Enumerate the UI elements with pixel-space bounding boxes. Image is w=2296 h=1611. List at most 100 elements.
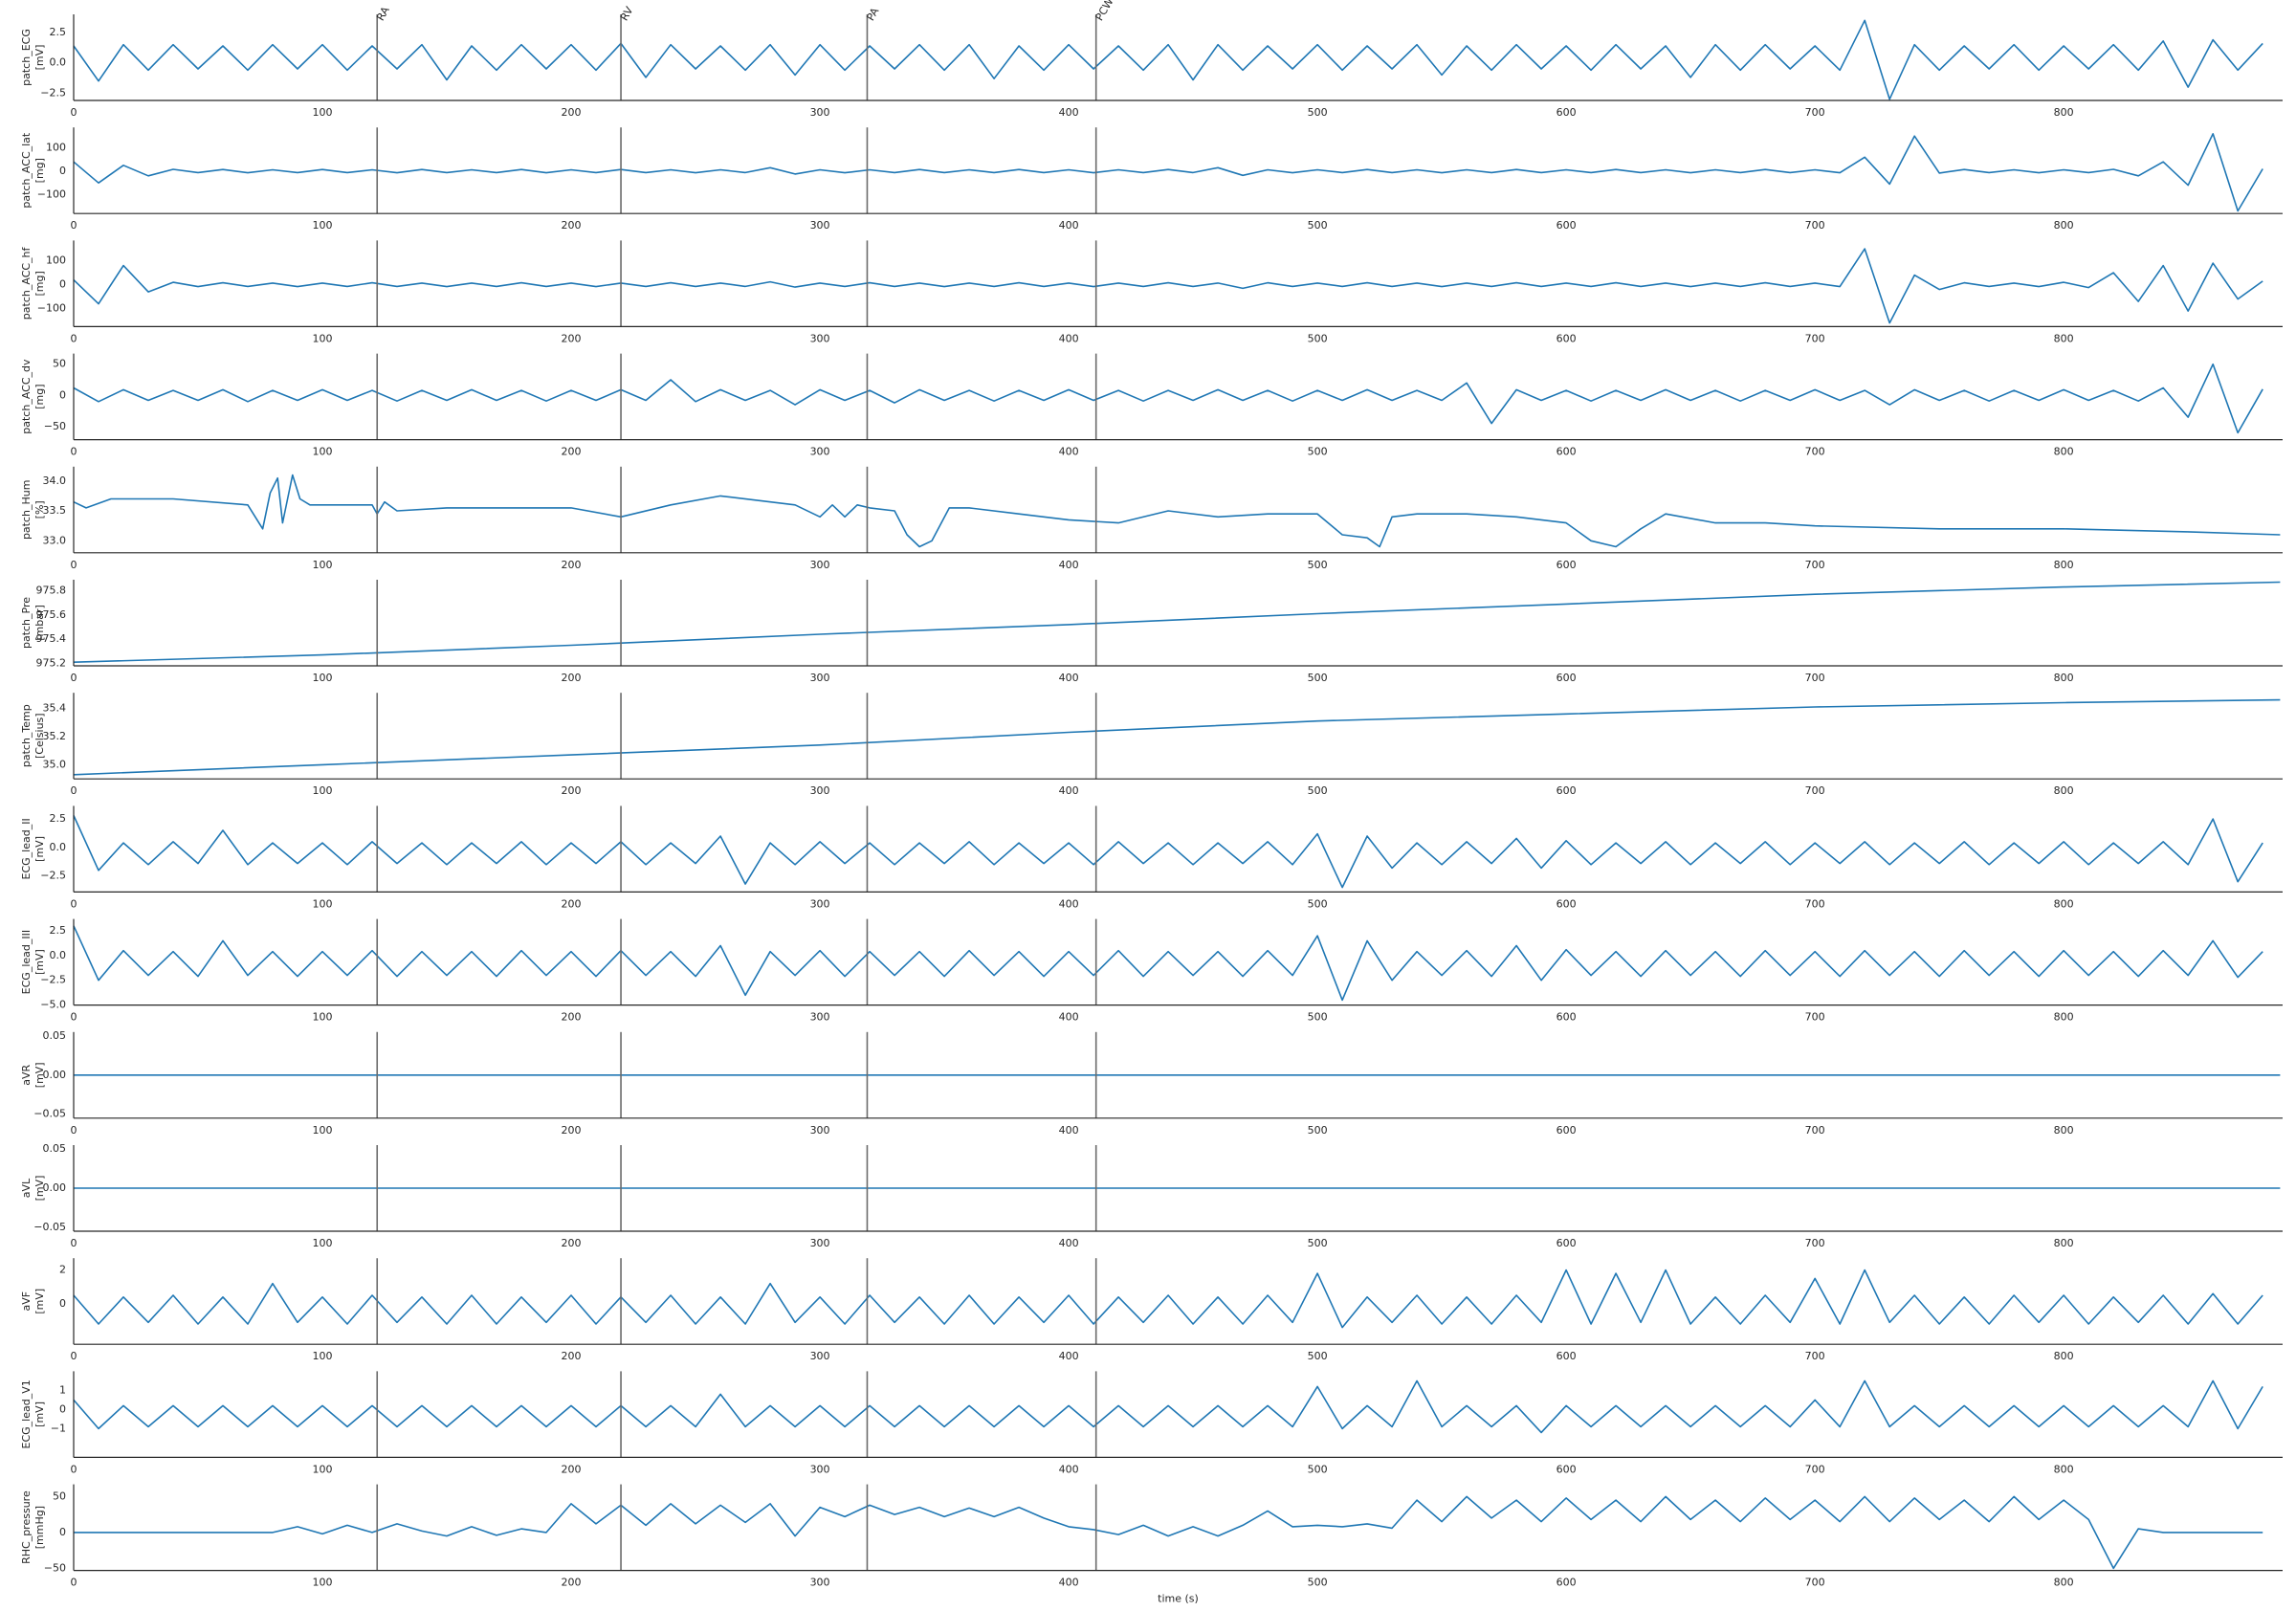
y-tick-label: −2.5 xyxy=(40,86,66,99)
x-tick-label: 200 xyxy=(562,1237,582,1249)
y-axis-label: [mV] xyxy=(33,836,46,862)
y-tick-label: −1 xyxy=(51,1422,66,1434)
x-tick-label: 300 xyxy=(810,106,830,119)
x-tick-label: 300 xyxy=(810,897,830,910)
x-tick-label: 500 xyxy=(1308,332,1328,344)
x-tick-label: 200 xyxy=(562,1463,582,1475)
y-axis-label: [mg] xyxy=(33,158,46,183)
signal-line xyxy=(73,815,2263,889)
y-tick-label: −50 xyxy=(44,420,66,432)
x-tick-label: 700 xyxy=(1805,1350,1825,1362)
x-tick-label: 500 xyxy=(1308,672,1328,684)
y-tick-label: −100 xyxy=(37,302,66,315)
x-tick-label: 700 xyxy=(1805,1011,1825,1024)
x-tick-label: 200 xyxy=(562,559,582,571)
x-tick-label: 100 xyxy=(313,1011,333,1024)
x-tick-label: 200 xyxy=(562,784,582,797)
x-tick-label: 800 xyxy=(2054,332,2074,344)
x-tick-label: 0 xyxy=(71,106,77,119)
x-tick-label: 0 xyxy=(71,559,77,571)
x-tick-label: 600 xyxy=(1556,219,1577,232)
y-tick-label: 0.0 xyxy=(50,56,67,69)
x-tick-label: 100 xyxy=(313,1577,333,1589)
y-tick-label: 35.0 xyxy=(43,758,67,770)
y-axis-label: aVF xyxy=(20,1291,33,1312)
x-tick-label: 600 xyxy=(1556,1463,1577,1475)
x-tick-label: 800 xyxy=(2054,1463,2074,1475)
x-tick-label: 600 xyxy=(1556,784,1577,797)
y-axis-label: [mV] xyxy=(33,949,46,975)
x-tick-label: 800 xyxy=(2054,219,2074,232)
signal-line xyxy=(73,1269,2263,1329)
y-tick-label: 33.5 xyxy=(43,504,67,517)
x-tick-label: 100 xyxy=(313,1124,333,1137)
y-axis-label: RHC_pressure xyxy=(20,1490,33,1564)
x-tick-label: 600 xyxy=(1556,1124,1577,1137)
x-tick-label: 300 xyxy=(810,219,830,232)
x-tick-label: 300 xyxy=(810,1577,830,1589)
x-tick-label: 200 xyxy=(562,672,582,684)
x-tick-label: 600 xyxy=(1556,897,1577,910)
x-tick-label: 500 xyxy=(1308,446,1328,458)
x-tick-label: 300 xyxy=(810,1011,830,1024)
y-tick-label: 0.00 xyxy=(43,1181,67,1194)
y-axis-label: ECG_lead_III xyxy=(20,930,33,994)
y-tick-label: 0 xyxy=(59,1402,66,1415)
y-tick-label: 975.8 xyxy=(36,584,67,596)
x-tick-label: 300 xyxy=(810,1463,830,1475)
x-tick-label: 800 xyxy=(2054,1124,2074,1137)
y-tick-label: 50 xyxy=(53,358,66,370)
x-tick-label: 200 xyxy=(562,106,582,119)
x-tick-label: 600 xyxy=(1556,1237,1577,1249)
x-tick-label: 400 xyxy=(1059,106,1079,119)
y-axis-label: aVR xyxy=(20,1064,33,1085)
x-tick-label: 0 xyxy=(71,332,77,344)
y-axis-label: patch_Hum xyxy=(20,480,33,541)
y-tick-label: 2.5 xyxy=(50,26,67,38)
y-axis-label: [%] xyxy=(33,500,46,519)
x-tick-label: 500 xyxy=(1308,1463,1328,1475)
y-tick-label: 2.5 xyxy=(50,812,67,825)
x-tick-label: 0 xyxy=(71,1124,77,1137)
y-tick-label: 0 xyxy=(59,165,66,177)
y-tick-label: 0.05 xyxy=(43,1142,67,1155)
x-tick-label: 200 xyxy=(562,446,582,458)
x-tick-label: 300 xyxy=(810,1237,830,1249)
x-tick-label: 400 xyxy=(1059,1011,1079,1024)
y-axis-label: aVL xyxy=(20,1178,33,1198)
y-tick-label: 0.05 xyxy=(43,1029,67,1042)
y-axis-label: patch_Temp xyxy=(20,704,33,767)
y-tick-label: −50 xyxy=(44,1561,66,1574)
signal-line xyxy=(73,363,2263,434)
x-tick-label: 500 xyxy=(1308,559,1328,571)
x-tick-label: 400 xyxy=(1059,897,1079,910)
y-tick-label: 0 xyxy=(59,388,66,401)
x-tick-label: 200 xyxy=(562,219,582,232)
y-axis-label: [mV] xyxy=(33,45,46,71)
x-tick-label: 100 xyxy=(313,106,333,119)
x-tick-label: 100 xyxy=(313,672,333,684)
y-tick-label: −5.0 xyxy=(40,999,66,1011)
y-tick-label: 0.0 xyxy=(50,841,67,853)
x-tick-label: 200 xyxy=(562,897,582,910)
signal-line xyxy=(73,1379,2263,1434)
x-tick-label: 700 xyxy=(1805,1237,1825,1249)
x-tick-label: 700 xyxy=(1805,446,1825,458)
x-tick-label: 600 xyxy=(1556,1350,1577,1362)
y-tick-label: 33.0 xyxy=(43,534,67,546)
x-tick-label: 700 xyxy=(1805,897,1825,910)
signal-line xyxy=(73,581,2281,663)
y-axis-label: [mV] xyxy=(33,1062,46,1088)
y-tick-label: 975.2 xyxy=(36,656,67,669)
y-axis-label: patch_ACC_hf xyxy=(20,246,33,320)
x-tick-label: 100 xyxy=(313,559,333,571)
y-tick-label: 100 xyxy=(46,141,66,153)
x-tick-label: 500 xyxy=(1308,784,1328,797)
x-tick-label: 500 xyxy=(1308,1011,1328,1024)
x-tick-label: 0 xyxy=(71,672,77,684)
y-axis-label: [mbar] xyxy=(33,605,46,641)
x-tick-label: 300 xyxy=(810,1124,830,1137)
x-tick-label: 700 xyxy=(1805,332,1825,344)
y-tick-label: 1 xyxy=(59,1383,66,1396)
